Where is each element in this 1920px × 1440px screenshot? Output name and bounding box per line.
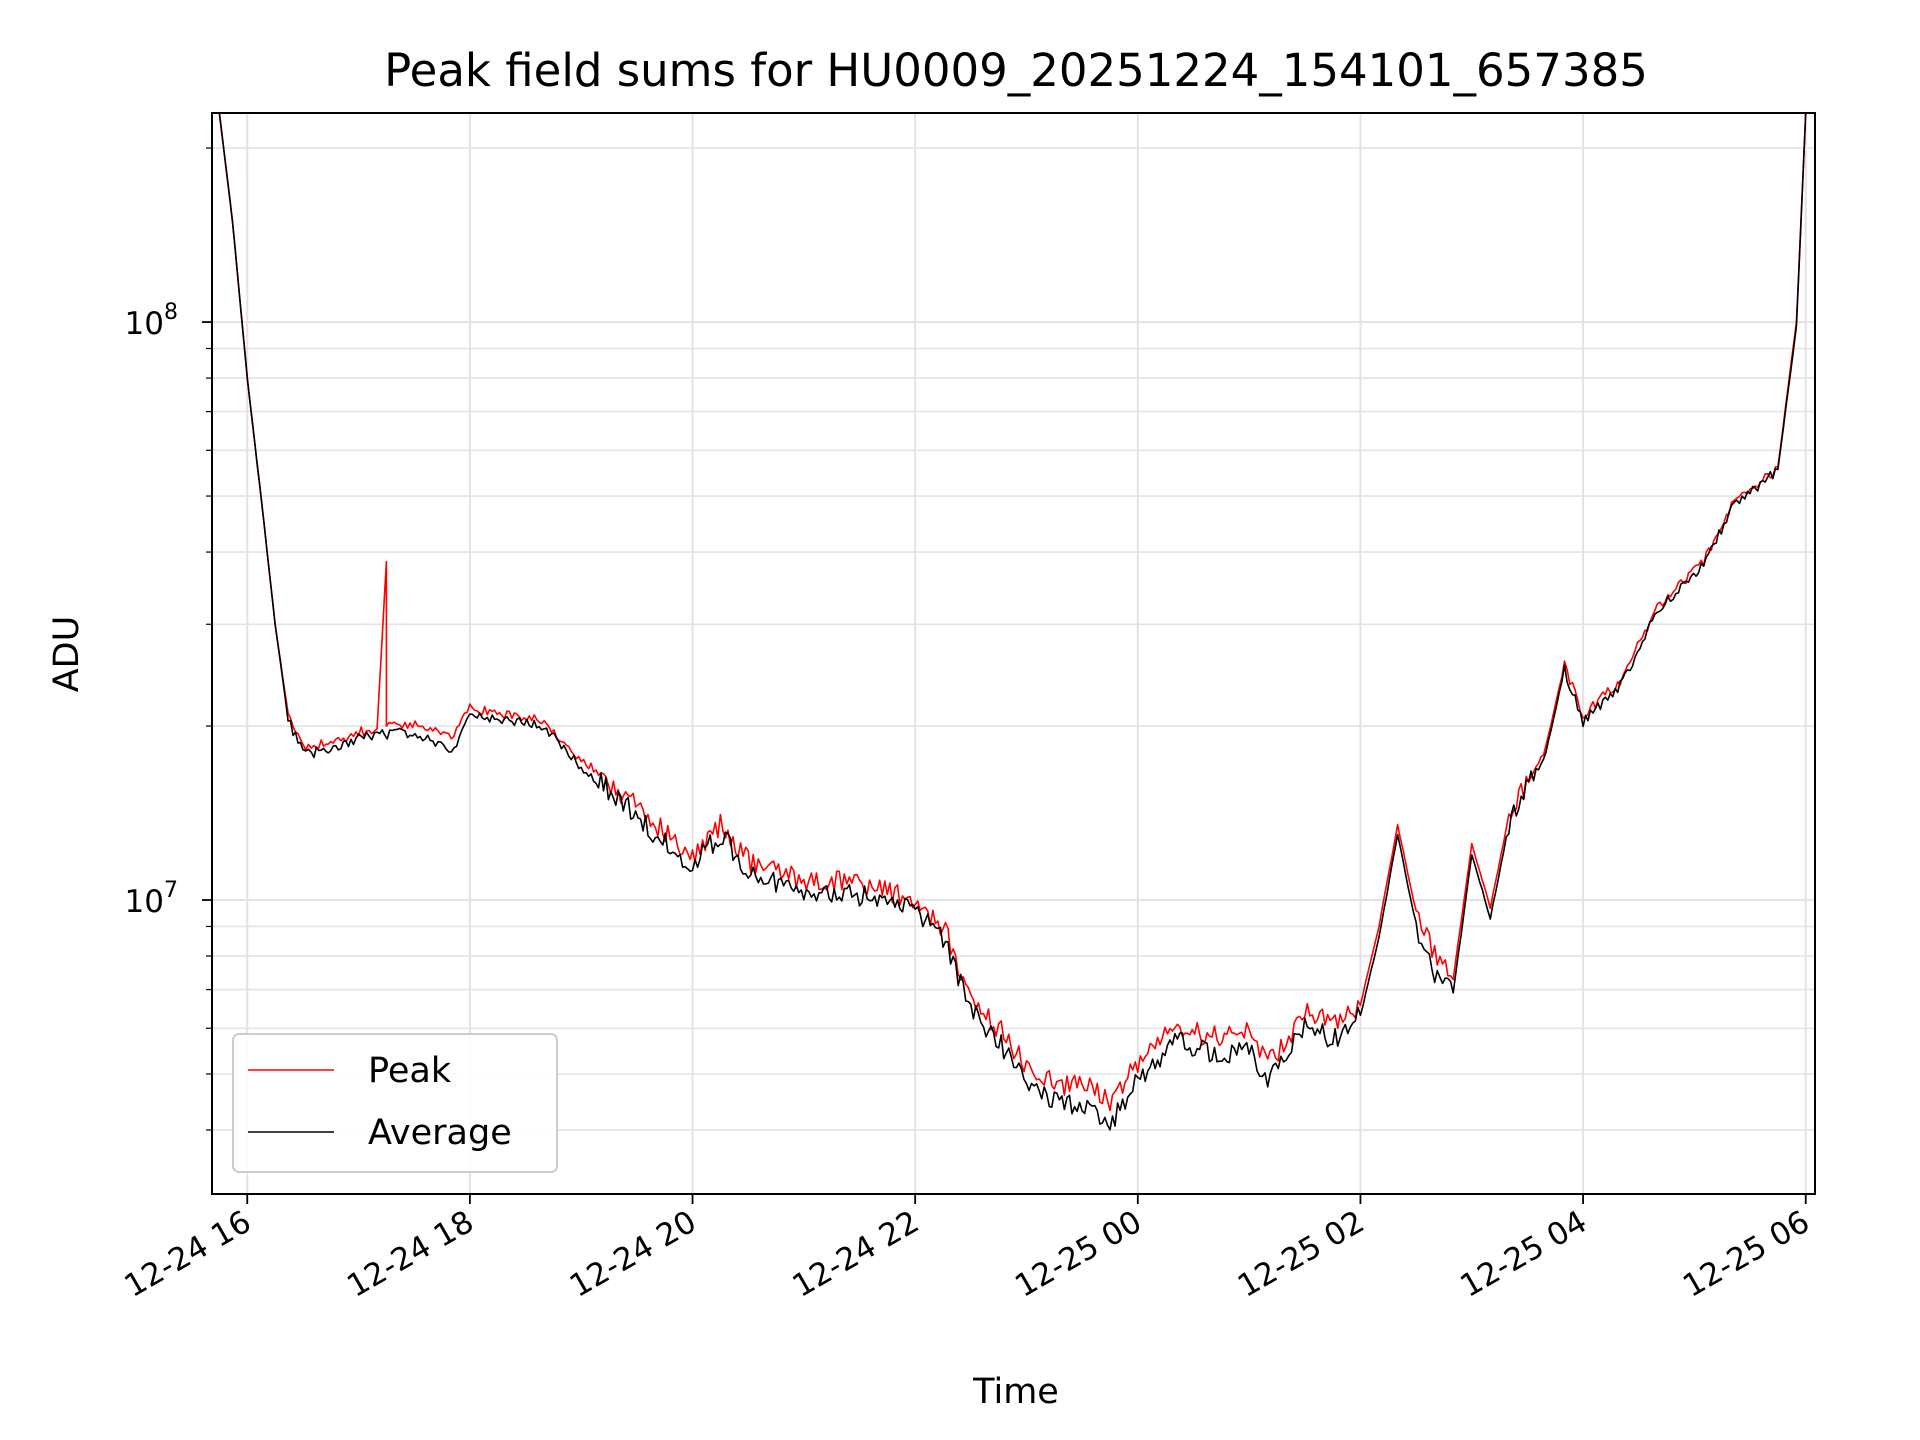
series-line-average (218, 113, 1807, 1131)
grid (212, 113, 1815, 1194)
x-axis-label: Time (972, 1372, 1059, 1412)
legend-label-average: Average (368, 1113, 512, 1153)
y-tick-label: 108 (125, 300, 178, 342)
legend-box (232, 1033, 558, 1173)
y-axis-label: ADU (47, 616, 87, 693)
series-layer (218, 113, 1807, 1131)
y-tick-label: 107 (125, 878, 178, 920)
legend: Peak Average (232, 1033, 558, 1173)
chart-title: Peak field sums for HU0009_20251224_1541… (384, 44, 1648, 97)
legend-label-peak: Peak (368, 1051, 452, 1091)
plot-frame (211, 112, 1816, 1195)
series-line-peak (218, 113, 1807, 1112)
